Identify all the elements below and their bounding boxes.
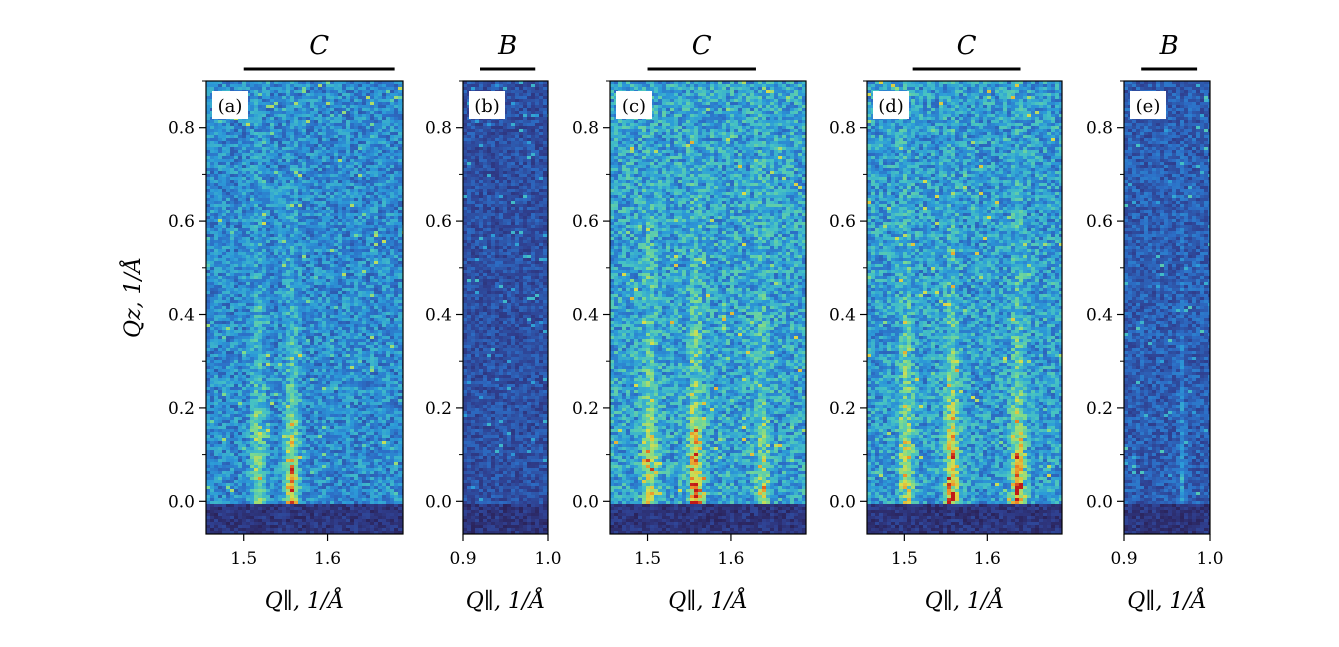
y-tick-label: 0.2 xyxy=(1086,399,1113,419)
heatmap-cells xyxy=(1124,81,1210,534)
panel-c: 0.0 0.2 0.4 0.6 0.8 1.5 1.6 Q∥, 1/Å (c) C xyxy=(572,31,807,614)
heatmap-cells xyxy=(463,81,548,534)
group-label: C xyxy=(957,31,977,61)
heatmap-cells xyxy=(867,81,1062,534)
panel-label-box xyxy=(873,91,909,119)
panel-label-box xyxy=(212,91,248,119)
y-tick-label: 0.8 xyxy=(1086,119,1113,139)
panel-b: 0.0 0.2 0.4 0.6 0.8 0.9 1.0 Q∥, 1/Å (b) B xyxy=(425,31,562,614)
plot-frame xyxy=(1123,80,1211,535)
y-tick-label: 0.4 xyxy=(425,306,452,326)
x-axis-label: Q∥, 1/Å xyxy=(265,586,344,614)
y-tick-label: 0.4 xyxy=(572,306,599,326)
y-tick-label: 0.8 xyxy=(829,119,856,139)
panel-a: 0.0 0.2 0.4 0.6 0.8 1.5 1.6 Q∥, 1/Å (a) C Qz, 1/Å xyxy=(118,31,404,614)
y-tick-label: 0.2 xyxy=(425,399,452,419)
x-tick-label: 0.9 xyxy=(449,549,476,569)
y-axis-label: Qz, 1/Å xyxy=(118,257,146,338)
x-axis-label: Q∥, 1/Å xyxy=(466,586,545,614)
x-tick-label: 0.9 xyxy=(1110,549,1137,569)
heatmap-cells xyxy=(206,81,403,534)
x-tick-label: 1.6 xyxy=(717,549,744,569)
plot-frame xyxy=(866,80,1063,535)
group-label: C xyxy=(309,31,329,61)
y-tick-label: 0.4 xyxy=(829,306,856,326)
plot-frame xyxy=(462,80,549,535)
y-tick-label: 0.0 xyxy=(829,492,856,512)
y-tick-label: 0.0 xyxy=(572,492,599,512)
y-tick-label: 0.4 xyxy=(1086,306,1113,326)
y-tick-label: 0.4 xyxy=(168,306,195,326)
group-label: B xyxy=(497,31,517,61)
panel-label: (c) xyxy=(622,96,646,117)
x-tick-label: 1.6 xyxy=(314,549,341,569)
y-tick-label: 0.0 xyxy=(168,492,195,512)
y-tick-label: 0.6 xyxy=(829,212,856,232)
y-tick-label: 0.8 xyxy=(572,119,599,139)
panel-label: (e) xyxy=(1136,96,1161,117)
plot-frame xyxy=(609,80,807,535)
panel-label: (a) xyxy=(218,96,243,117)
y-tick-label: 0.2 xyxy=(168,399,195,419)
y-tick-label: 0.6 xyxy=(572,212,599,232)
panel-label: (d) xyxy=(878,96,904,117)
x-tick-label: 1.6 xyxy=(974,549,1001,569)
x-axis-label: Q∥, 1/Å xyxy=(668,586,747,614)
y-tick-label: 0.8 xyxy=(425,119,452,139)
x-tick-label: 1.5 xyxy=(634,549,661,569)
y-tick-label: 0.0 xyxy=(1086,492,1113,512)
y-tick-label: 0.6 xyxy=(168,212,195,232)
heatmap-cells xyxy=(610,81,806,534)
y-tick-label: 0.8 xyxy=(168,119,195,139)
x-axis-label: Q∥, 1/Å xyxy=(1127,586,1206,614)
panel-label-box xyxy=(469,91,505,119)
x-tick-label: 1.5 xyxy=(230,549,257,569)
y-tick-label: 0.6 xyxy=(425,212,452,232)
y-tick-label: 0.6 xyxy=(1086,212,1113,232)
panel-label-box xyxy=(1130,91,1166,119)
y-tick-label: 0.2 xyxy=(572,399,599,419)
group-label: B xyxy=(1159,31,1179,61)
panel-label-box xyxy=(616,91,652,119)
group-label: C xyxy=(692,31,712,61)
x-tick-label: 1.0 xyxy=(534,549,561,569)
panel-d: 0.0 0.2 0.4 0.6 0.8 1.5 1.6 Q∥, 1/Å (d) C xyxy=(829,31,1063,614)
x-tick-label: 1.0 xyxy=(1196,549,1223,569)
panel-label: (b) xyxy=(474,96,500,117)
x-tick-label: 1.5 xyxy=(891,549,918,569)
plot-frame xyxy=(205,80,404,535)
y-tick-label: 0.2 xyxy=(829,399,856,419)
y-tick-label: 0.0 xyxy=(425,492,452,512)
panel-e: 0.0 0.2 0.4 0.6 0.8 0.9 1.0 Q∥, 1/Å (e) B xyxy=(1086,31,1224,614)
x-axis-label: Q∥, 1/Å xyxy=(925,586,1004,614)
